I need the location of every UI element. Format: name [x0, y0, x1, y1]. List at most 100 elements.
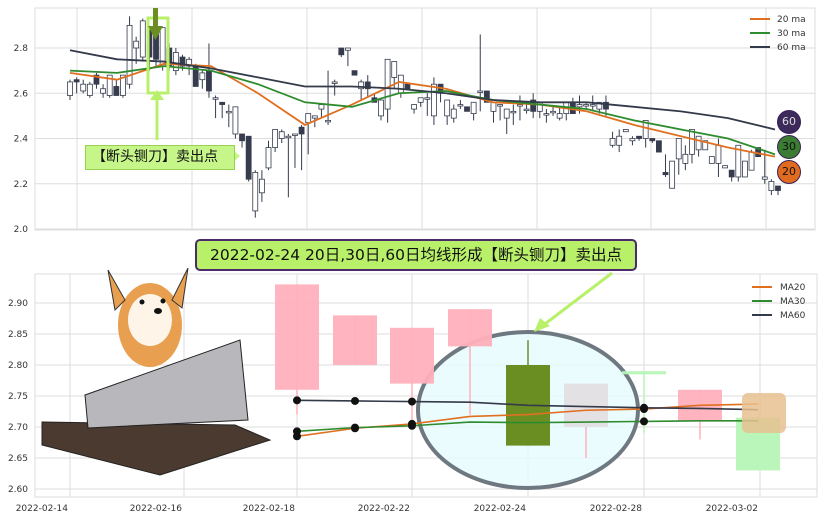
bottom-x-tick-label: 2022-02-16 — [130, 504, 183, 514]
top-candle — [655, 140, 662, 153]
bottom-x-tick-label: 2022-02-18 — [243, 504, 296, 514]
top-candle — [93, 74, 100, 85]
top-candle — [576, 104, 583, 108]
top-candle — [245, 135, 252, 180]
bottom-y-tick-label: 2.65 — [8, 454, 28, 464]
down-arrow-head-icon — [148, 26, 163, 40]
top-candle — [497, 104, 503, 107]
bottom-ma-line — [296, 419, 758, 433]
top-legend-label: 30 ma — [777, 29, 806, 39]
top-candle — [550, 110, 556, 114]
bottom-x-tick-label: 2022-03-02 — [706, 504, 758, 514]
top-candle — [318, 104, 325, 110]
bottom-y-tick-label: 2.90 — [8, 299, 28, 309]
top-candle — [179, 56, 186, 67]
top-candle — [172, 52, 179, 72]
corgi-ear — [107, 269, 126, 312]
top-candle — [311, 115, 318, 119]
bottom-candle — [333, 315, 377, 365]
bottom-y-tick-label: 2.70 — [8, 423, 28, 433]
top-candle — [616, 135, 623, 146]
corgi-ear — [171, 267, 189, 309]
down-arrow-icon — [153, 8, 158, 28]
top-candle — [503, 108, 510, 119]
corgi-guillotine-illustration — [41, 267, 272, 476]
bottom-candle — [564, 383, 608, 427]
top-candle — [358, 81, 365, 90]
top-candle — [742, 160, 748, 178]
top-candle — [391, 61, 398, 78]
ma-marker-dot — [293, 427, 301, 436]
top-candle — [715, 144, 722, 164]
sell-point-callout: 【断头铡刀】卖出点 — [85, 145, 235, 170]
top-candle — [622, 129, 629, 133]
top-candle — [636, 135, 642, 139]
top-candle — [232, 106, 239, 135]
bottom-legend-label: MA20 — [780, 283, 806, 293]
badge-20: 20 — [777, 160, 801, 184]
bottom-candle — [622, 371, 666, 375]
top-candle — [464, 106, 470, 112]
top-candle — [669, 160, 676, 189]
bottom-x-tick-label: 2022-02-14 — [16, 504, 69, 514]
top-candle — [477, 90, 484, 93]
top-candle — [483, 90, 490, 103]
top-candle — [556, 113, 563, 119]
top-candle — [258, 178, 265, 194]
top-candle — [735, 144, 742, 178]
top-candle — [583, 104, 590, 107]
top-candle — [378, 99, 384, 117]
bottom-legend-label: MA30 — [780, 297, 806, 307]
cutting-board — [41, 421, 272, 476]
top-candle — [431, 83, 437, 117]
top-candle — [682, 153, 689, 164]
bottom-candle — [448, 309, 492, 347]
top-candle — [530, 99, 537, 112]
top-candle — [642, 120, 649, 139]
ma-marker-dot — [293, 396, 301, 405]
cleaver-blade — [84, 339, 249, 429]
top-candle — [133, 40, 140, 49]
top-candle — [748, 151, 755, 171]
top-candle — [775, 185, 781, 191]
top-legend-label: 60 ma — [777, 43, 806, 53]
top-candle — [603, 101, 609, 110]
top-candle — [126, 24, 133, 85]
badge-30: 30 — [777, 135, 801, 159]
top-candle — [411, 104, 417, 110]
top-candle — [702, 140, 709, 151]
top-candle — [675, 138, 682, 160]
top-candle — [139, 20, 146, 58]
ma-marker-dot — [408, 421, 416, 430]
top-candle — [444, 99, 451, 117]
badge-60: 60 — [777, 110, 801, 134]
top-candle — [113, 86, 120, 96]
pointer-arrow-icon — [540, 271, 613, 329]
top-candle — [292, 133, 298, 136]
top-candle — [199, 72, 206, 81]
top-candle — [450, 108, 457, 119]
top-candle — [80, 83, 87, 92]
ma-marker-dot — [351, 396, 359, 405]
top-candle — [609, 138, 616, 146]
top-candle — [523, 108, 530, 111]
top-candle — [517, 104, 523, 107]
ma-marker-dot — [351, 423, 359, 432]
top-candle — [345, 47, 351, 51]
top-candle — [457, 104, 464, 107]
pointer-arrow-head-icon — [534, 318, 550, 332]
top-candle — [86, 83, 93, 96]
ma-marker-dot — [408, 397, 416, 406]
bottom-y-tick-label: 2.75 — [8, 392, 28, 402]
top-candle — [662, 172, 669, 176]
top-candle — [722, 165, 728, 169]
top-candle — [212, 97, 219, 100]
top-candle — [417, 97, 424, 103]
top-candle — [768, 181, 775, 191]
top-candle — [206, 70, 212, 92]
top-y-tick-label: 2.4 — [14, 135, 29, 145]
top-candle — [695, 135, 702, 151]
top-candle — [225, 110, 232, 114]
top-candle — [272, 129, 279, 148]
